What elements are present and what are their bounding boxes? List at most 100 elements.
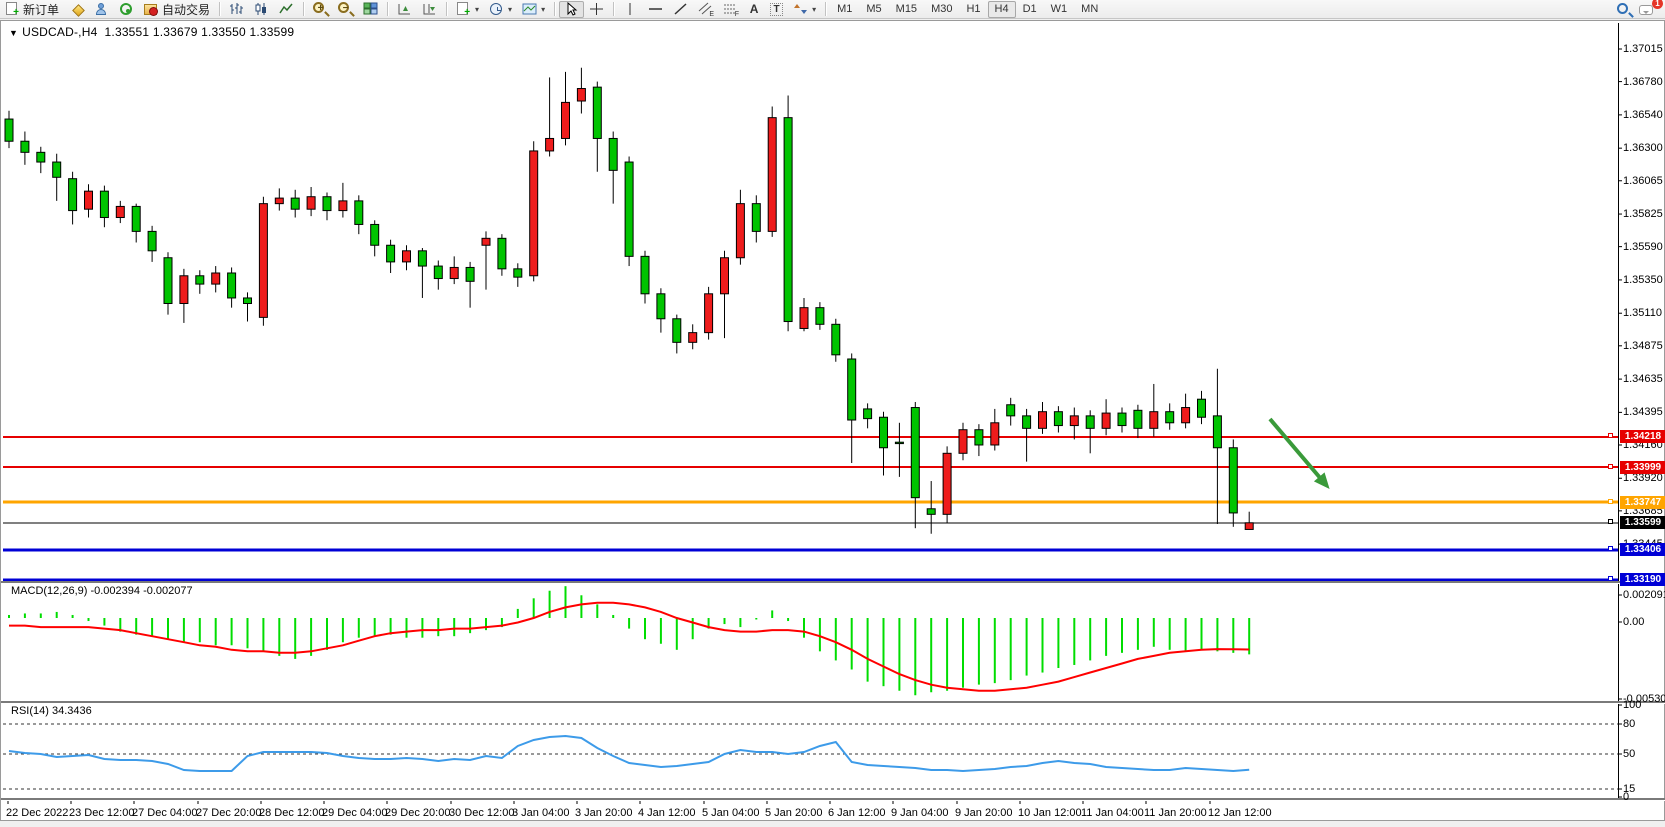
candle-body[interactable] [195, 275, 205, 285]
periods-button[interactable]: ▾ [484, 1, 517, 18]
candle-body[interactable] [847, 358, 857, 421]
timeframe-button-d1[interactable]: D1 [1022, 3, 1037, 15]
candle-body[interactable] [863, 408, 873, 420]
accounts-button[interactable] [89, 1, 114, 18]
candle-body[interactable] [576, 88, 586, 102]
candle-body[interactable] [1197, 398, 1206, 418]
candle-body[interactable] [1149, 411, 1159, 429]
market-watch-button[interactable] [64, 1, 89, 18]
candle-body[interactable] [1117, 412, 1127, 427]
candle-body[interactable] [258, 203, 268, 318]
candle-body[interactable] [799, 307, 809, 329]
candle-body[interactable] [1165, 411, 1175, 424]
cursor-tool-button[interactable] [559, 0, 585, 18]
candle-body[interactable] [1101, 412, 1111, 429]
timeframe-button-m15[interactable]: M15 [895, 3, 918, 15]
candle-body[interactable] [84, 190, 93, 210]
candle-body[interactable] [1085, 415, 1095, 429]
candle-body[interactable] [1133, 409, 1143, 429]
candle-body[interactable] [513, 268, 523, 278]
signals-button[interactable] [114, 1, 139, 18]
vertical-line-tool-button[interactable] [618, 1, 643, 18]
candle-body[interactable] [704, 293, 714, 334]
candle-body[interactable] [36, 151, 46, 163]
candle-body[interactable] [402, 250, 411, 263]
timeframe-button-m1[interactable]: M1 [837, 3, 853, 15]
candle-body[interactable] [592, 86, 602, 139]
candle-body[interactable] [1228, 447, 1238, 514]
trendline-tool-button[interactable] [668, 1, 693, 18]
candle-body[interactable] [1053, 411, 1063, 427]
candle-body[interactable] [449, 266, 459, 280]
candle-body[interactable] [910, 407, 920, 499]
candle-body[interactable] [386, 244, 396, 263]
candle-body[interactable] [274, 197, 284, 205]
tile-windows-button[interactable] [358, 1, 383, 18]
candle-body[interactable] [417, 250, 427, 267]
candle-body[interactable] [227, 272, 237, 299]
candle-body[interactable] [131, 205, 141, 232]
zoom-out-button[interactable]: − [333, 1, 358, 18]
candle-body[interactable] [879, 416, 888, 449]
candle-body[interactable] [735, 203, 745, 259]
candle-body[interactable] [4, 118, 14, 142]
chart-plot[interactable] [1, 21, 1665, 822]
candle-body[interactable] [831, 323, 841, 356]
new-order-button[interactable]: 新订单 [0, 1, 64, 18]
candle-body[interactable] [624, 161, 634, 257]
candle-body[interactable] [608, 137, 618, 171]
line-drag-handle[interactable] [1608, 433, 1613, 439]
candle-body[interactable] [1244, 522, 1254, 530]
templates-button[interactable]: ▾ [517, 1, 550, 18]
candle-body[interactable] [52, 161, 62, 178]
candle-body[interactable] [1181, 407, 1191, 424]
candle-body[interactable] [958, 429, 968, 454]
candle-body[interactable] [672, 318, 682, 343]
new-chart-button[interactable]: ▾ [451, 1, 484, 18]
fibonacci-tool-button[interactable]: F [718, 1, 743, 18]
candle-body[interactable] [481, 237, 491, 246]
candle-body[interactable] [640, 255, 650, 295]
candle-body[interactable] [1006, 404, 1016, 417]
timeframe-button-h4[interactable]: H4 [987, 0, 1016, 18]
candle-body[interactable] [1069, 415, 1079, 427]
candle-body[interactable] [306, 196, 316, 210]
timeframe-button-m5[interactable]: M5 [866, 3, 882, 15]
candle-body[interactable] [433, 265, 443, 280]
candle-body[interactable] [211, 272, 221, 285]
candle-body[interactable] [926, 508, 936, 515]
line-drag-handle[interactable] [1608, 576, 1613, 581]
text-tool-button[interactable]: A [743, 1, 765, 18]
candle-body[interactable] [656, 293, 666, 320]
candle-body[interactable] [815, 307, 825, 325]
candle-body[interactable] [163, 257, 173, 305]
text-label-tool-button[interactable]: T [765, 1, 788, 18]
candle-body[interactable] [243, 297, 252, 305]
arrows-tool-button[interactable]: ▾ [788, 1, 821, 18]
line-drag-handle[interactable] [1608, 498, 1613, 504]
candle-body[interactable] [720, 257, 729, 295]
chat-icon[interactable]: 1 [1639, 0, 1663, 16]
zoom-in-button[interactable]: + [308, 1, 333, 18]
line-drag-handle[interactable] [1608, 463, 1613, 469]
candle-body[interactable] [20, 140, 30, 153]
candle-body[interactable] [783, 117, 793, 323]
candle-body[interactable] [354, 200, 364, 225]
candle-body[interactable] [894, 441, 904, 445]
auto-trading-button[interactable]: 自动交易 [139, 1, 215, 18]
timeframe-button-h1[interactable]: H1 [966, 3, 981, 15]
candle-body[interactable] [68, 178, 78, 212]
candle-body[interactable] [370, 223, 380, 246]
candle-body[interactable] [561, 101, 570, 139]
candle-body[interactable] [179, 275, 189, 305]
candle-body[interactable] [974, 429, 984, 446]
timeframe-button-w1[interactable]: W1 [1050, 3, 1068, 15]
candle-body[interactable] [147, 230, 157, 252]
timeframe-button-mn[interactable]: MN [1081, 3, 1099, 15]
bar-chart-button[interactable] [224, 1, 249, 18]
candle-body[interactable] [115, 205, 125, 219]
trend-arrow-drawing[interactable] [1268, 417, 1323, 480]
horizontal-line-tool-button[interactable] [643, 1, 668, 18]
candle-body[interactable] [497, 237, 507, 270]
line-drag-handle[interactable] [1608, 519, 1613, 525]
